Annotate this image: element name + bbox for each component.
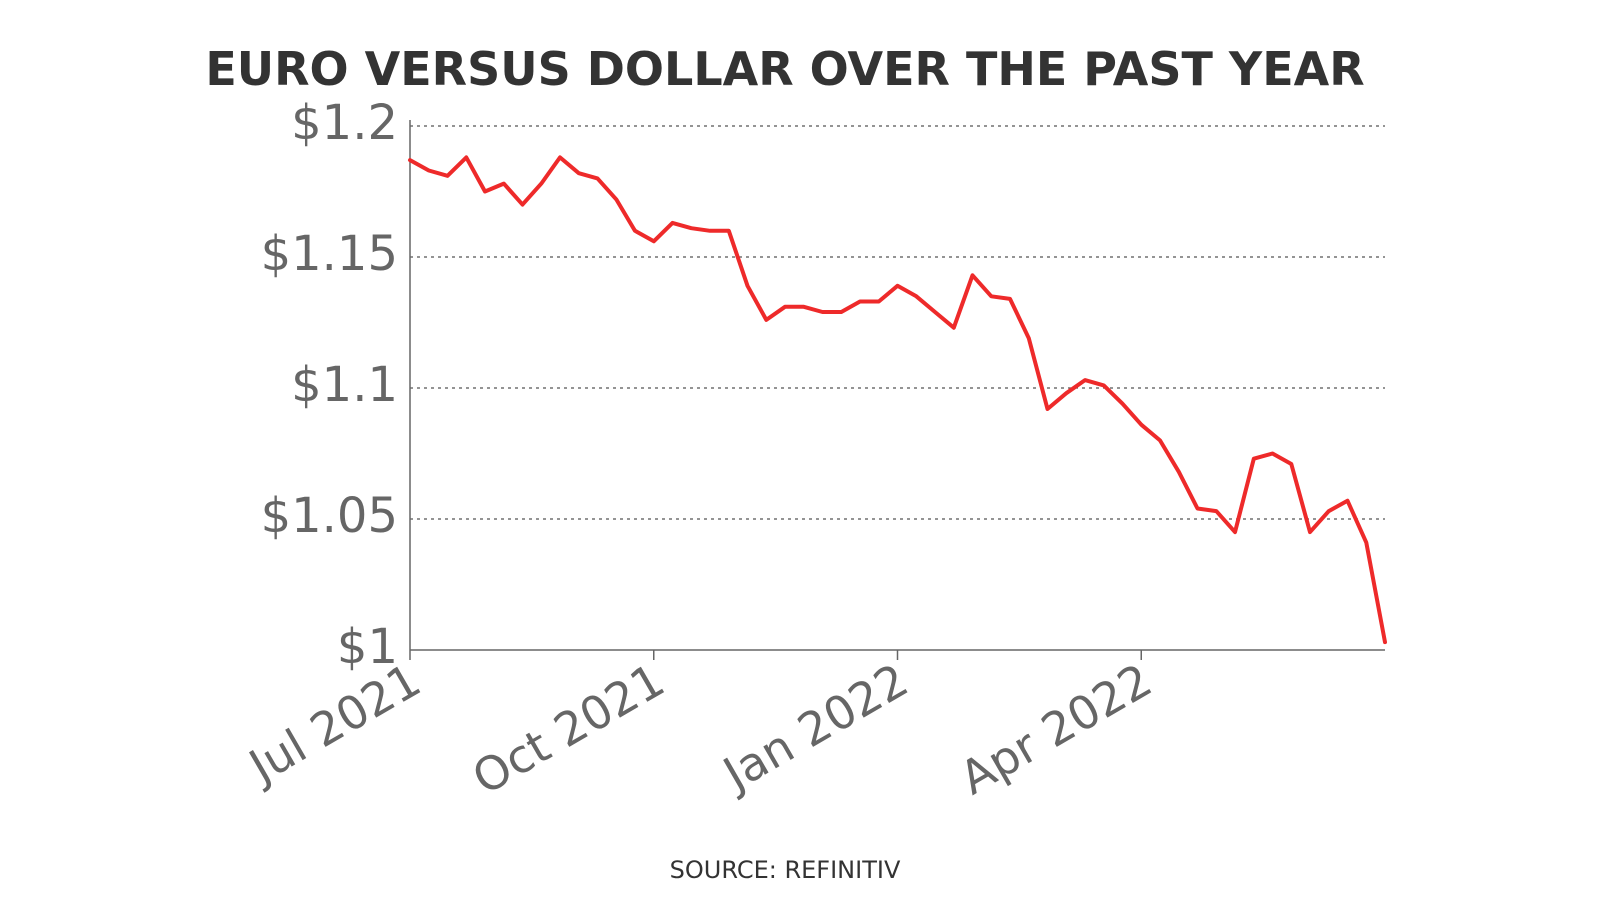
- y-tick-label: $1.1: [291, 357, 398, 413]
- line: [408, 155, 1387, 645]
- chart-title: EURO VERSUS DOLLAR OVER THE PAST YEAR: [205, 42, 1364, 96]
- source: SOURCE: REFINITIV: [670, 856, 901, 884]
- x-tick-label: Oct 2021: [463, 653, 673, 805]
- y-tick-label: $1: [337, 619, 398, 675]
- y-tick-label: $1.15: [261, 226, 398, 282]
- y-tick-label: $1.05: [261, 488, 398, 544]
- y-tick-label: $1.2: [291, 95, 398, 151]
- x-tick-label: Apr 2022: [951, 653, 1161, 805]
- x-tick-label: Jan 2022: [712, 653, 917, 803]
- x-tick-label: Jul 2021: [238, 653, 430, 795]
